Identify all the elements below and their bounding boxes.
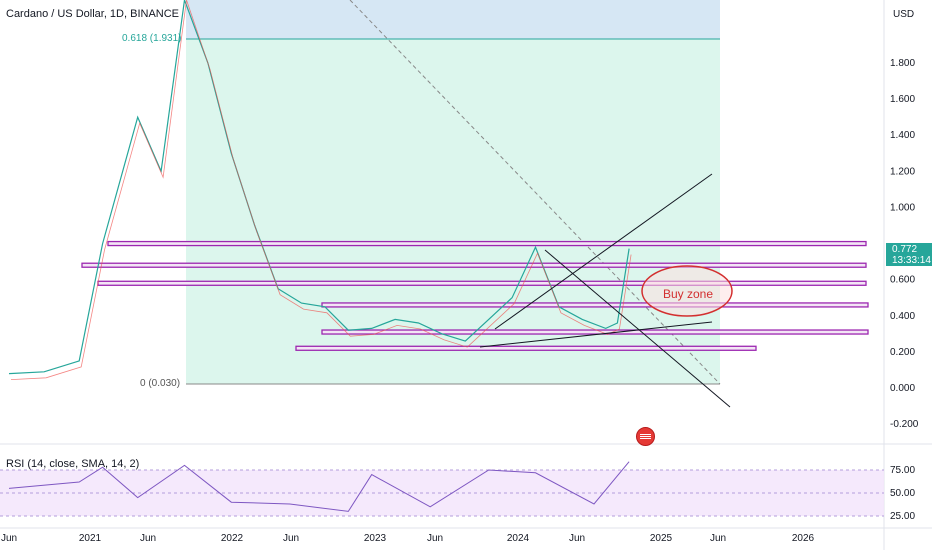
last-price-value: 0.772 [892, 244, 918, 255]
price-tick-label: 0.600 [890, 275, 915, 286]
buy-zone-ellipse [641, 265, 733, 317]
time-tick-label: 2023 [364, 533, 387, 544]
bar-countdown: 13:33:14 [892, 255, 931, 266]
fib-zone-upper [186, 0, 720, 39]
rsi-axis: 75.00 50.00 25.00 [890, 465, 915, 522]
price-tick-label: 0.000 [890, 383, 915, 394]
rsi-indicator-label[interactable]: RSI (14, close, SMA, 14, 2) [6, 458, 140, 470]
fib-zone-lower [186, 39, 720, 384]
time-tick-label: Jun [710, 533, 726, 544]
price-tick-label: 1.400 [890, 130, 915, 141]
price-tick-label: 1.600 [890, 94, 915, 105]
time-tick-label: 2026 [792, 533, 815, 544]
fib-top-label: 0.618 (1.931) [122, 33, 182, 44]
currency-label[interactable]: USD [893, 9, 915, 20]
level-line [97, 280, 867, 286]
time-tick-label: 2025 [650, 533, 673, 544]
horizontal-levels [81, 240, 869, 351]
time-tick-label: Jun [140, 533, 156, 544]
time-tick-label: 2024 [507, 533, 530, 544]
price-axis: 1.800 1.600 1.400 1.200 1.000 0.600 0.400 0.200… [890, 58, 919, 430]
level-line [107, 240, 867, 247]
rsi-tick-label: 25.00 [890, 511, 915, 522]
us-flag-event-icon[interactable] [636, 427, 655, 446]
fib-bottom-label: 0 (0.030) [140, 378, 181, 389]
last-price-tag: 0.772 13:33:14 [886, 243, 932, 266]
level-line [321, 302, 869, 308]
trend-line-rising [494, 173, 713, 330]
time-tick-label: 2021 [79, 533, 102, 544]
price-series-shadow [10, 0, 632, 380]
dashed-trend-line [349, 0, 721, 385]
price-tick-label: -0.200 [890, 419, 919, 430]
time-axis: Jun 2021 Jun 2022 Jun 2023 Jun 2024 Jun 2025 Jun 20… [1, 533, 815, 544]
price-tick-label: 0.400 [890, 311, 915, 322]
trend-line-falling [544, 249, 731, 408]
level-line [295, 345, 757, 351]
time-tick-label: Jun [427, 533, 443, 544]
rsi-series-line [8, 461, 630, 512]
price-tick-label: 1.000 [890, 202, 915, 213]
buy-zone-label: Buy zone [663, 287, 714, 301]
level-line [81, 262, 867, 268]
chart-title: Cardano / US Dollar, 1D, BINANCE [6, 8, 180, 20]
trend-line-support [479, 321, 713, 348]
price-tick-label: 1.200 [890, 166, 915, 177]
price-tick-label: 0.200 [890, 347, 915, 358]
rsi-tick-label: 50.00 [890, 488, 915, 499]
rsi-band [0, 470, 884, 516]
time-tick-label: Jun [283, 533, 299, 544]
time-tick-label: Jun [1, 533, 17, 544]
time-tick-label: 2022 [221, 533, 244, 544]
price-tick-label: 1.800 [890, 58, 915, 69]
level-line [321, 329, 869, 335]
time-tick-label: Jun [569, 533, 585, 544]
rsi-tick-label: 75.00 [890, 465, 915, 476]
